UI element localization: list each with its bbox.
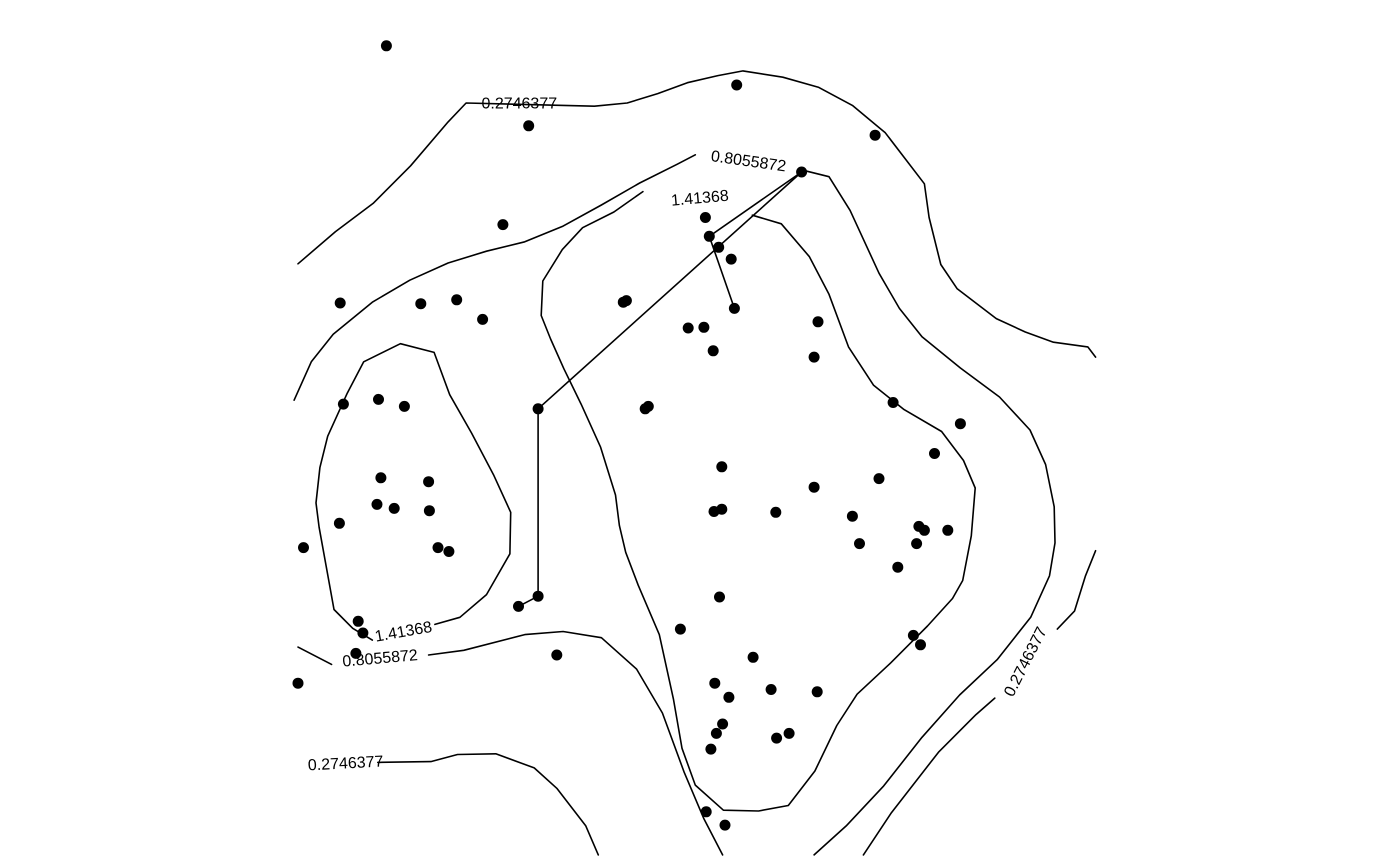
contour-label-2: 1.41368 [670, 188, 729, 210]
data-point-14 [415, 298, 427, 310]
contours-layer [293, 70, 1097, 856]
data-point-35 [808, 481, 820, 493]
contour-line-8 [427, 630, 724, 856]
data-point-37 [716, 503, 728, 515]
data-point-26 [532, 403, 544, 415]
data-point-74 [719, 819, 731, 831]
data-point-4 [497, 219, 509, 231]
data-point-70 [710, 727, 722, 739]
data-point-64 [292, 677, 304, 689]
data-point-67 [765, 684, 777, 695]
data-point-28 [642, 400, 654, 412]
data-point-68 [811, 686, 823, 698]
data-point-25 [398, 400, 410, 412]
data-point-13 [334, 297, 346, 309]
contour-line-9 [540, 190, 976, 812]
points-layer [292, 40, 966, 831]
data-point-45 [918, 524, 930, 536]
data-point-50 [443, 546, 455, 557]
link-line-1 [537, 171, 803, 410]
data-point-8 [713, 241, 725, 253]
data-point-47 [942, 524, 954, 536]
data-point-7 [703, 230, 715, 242]
data-point-52 [513, 600, 524, 612]
data-point-17 [812, 316, 824, 328]
data-point-43 [846, 510, 858, 522]
data-point-57 [907, 629, 919, 641]
data-point-73 [705, 743, 717, 755]
data-point-21 [808, 351, 820, 363]
data-point-48 [298, 542, 309, 554]
contour-line-2 [862, 697, 996, 856]
contour-line-4 [377, 753, 600, 856]
data-point-53 [911, 538, 923, 550]
data-point-63 [747, 651, 759, 663]
data-point-2 [523, 120, 535, 132]
data-point-62 [551, 649, 563, 661]
data-point-30 [929, 448, 940, 459]
contour-line-5 [293, 154, 697, 401]
data-point-60 [357, 627, 369, 639]
data-point-59 [352, 615, 364, 627]
data-point-69 [717, 718, 729, 730]
data-point-42 [333, 517, 345, 529]
data-point-10 [728, 302, 740, 314]
contour-line-7 [297, 646, 333, 666]
contour-label-3: 1.41368 [374, 619, 434, 646]
data-point-18 [682, 322, 694, 334]
data-point-22 [887, 397, 899, 408]
data-point-61 [350, 647, 362, 659]
data-point-75 [700, 806, 712, 818]
data-point-56 [674, 623, 686, 635]
data-point-3 [869, 129, 881, 141]
data-point-1 [731, 79, 743, 91]
data-point-16 [477, 313, 489, 325]
data-point-55 [892, 561, 904, 573]
data-point-51 [532, 590, 544, 602]
data-point-72 [783, 727, 795, 739]
contour-labels-layer: 0.27463770.80558721.413681.413680.805587… [307, 95, 1050, 774]
contour-line-1 [1056, 549, 1097, 630]
data-point-29 [954, 418, 966, 430]
contour-label-6: 0.2746377 [1001, 624, 1051, 699]
data-point-38 [770, 506, 782, 518]
data-point-23 [337, 398, 349, 410]
link-line-0 [518, 408, 539, 608]
data-point-33 [423, 476, 435, 488]
contour-line-0 [297, 70, 1097, 358]
data-point-34 [716, 461, 728, 473]
data-point-54 [714, 591, 725, 603]
data-point-31 [873, 473, 885, 485]
data-point-40 [388, 502, 400, 514]
data-point-9 [725, 253, 737, 265]
links-layer [518, 171, 803, 608]
data-point-66 [723, 691, 735, 703]
data-point-58 [915, 639, 926, 651]
data-point-5 [699, 212, 711, 223]
data-point-6 [796, 166, 808, 178]
data-point-24 [373, 393, 384, 405]
data-point-32 [375, 472, 387, 484]
data-point-39 [371, 498, 383, 510]
data-point-20 [707, 345, 719, 357]
data-point-15 [451, 294, 463, 306]
data-point-19 [698, 321, 710, 333]
data-point-41 [423, 505, 435, 517]
data-point-49 [432, 542, 444, 554]
contour-label-1: 0.8055872 [710, 148, 787, 175]
contour-line-6 [800, 168, 1056, 856]
data-point-65 [709, 677, 721, 689]
data-point-0 [380, 40, 392, 52]
data-point-71 [771, 732, 783, 744]
contour-label-0: 0.2746377 [481, 95, 557, 112]
contour-line-10 [315, 342, 512, 641]
data-point-46 [854, 538, 865, 550]
contour-label-5: 0.2746377 [307, 753, 384, 774]
data-point-12 [620, 295, 632, 307]
